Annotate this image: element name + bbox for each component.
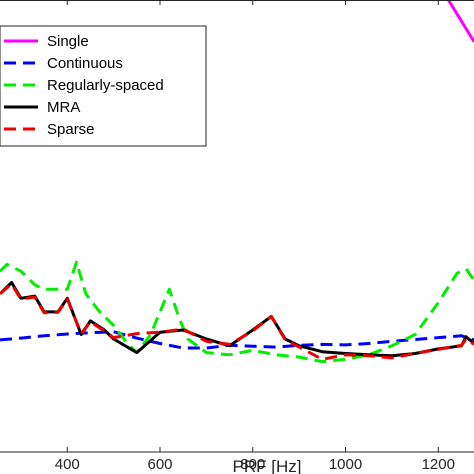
series-line-mra	[0, 281, 474, 358]
series-layer	[0, 0, 474, 364]
legend-items: Single Continuous Regularly-spaced MRA Spars…	[4, 33, 164, 138]
legend-label-continuous: Continuous	[47, 55, 123, 72]
x-ticks: 400 600 800 1000 1200	[55, 0, 455, 473]
series-line-sparse	[0, 282, 474, 361]
series-line-continuous	[0, 330, 474, 350]
x-tick-label-1000: 1000	[329, 456, 362, 473]
x-tick-label-400: 400	[55, 456, 80, 473]
x-axis-label: PRF [Hz]	[233, 457, 302, 474]
series-line-single	[446, 0, 474, 43]
legend-label-mra: MRA	[47, 99, 80, 116]
legend: Single Continuous Regularly-spaced MRA Spars…	[0, 25, 207, 147]
x-tick-label-600: 600	[147, 456, 172, 473]
legend-label-single: Single	[47, 33, 89, 50]
x-tick-label-1200: 1200	[422, 456, 455, 473]
legend-label-sparse: Sparse	[47, 121, 95, 138]
legend-label-regularly-spaced: Regularly-spaced	[47, 77, 164, 94]
x-tick-label-800: 800	[240, 456, 265, 473]
axes-layer	[0, 0, 474, 453]
